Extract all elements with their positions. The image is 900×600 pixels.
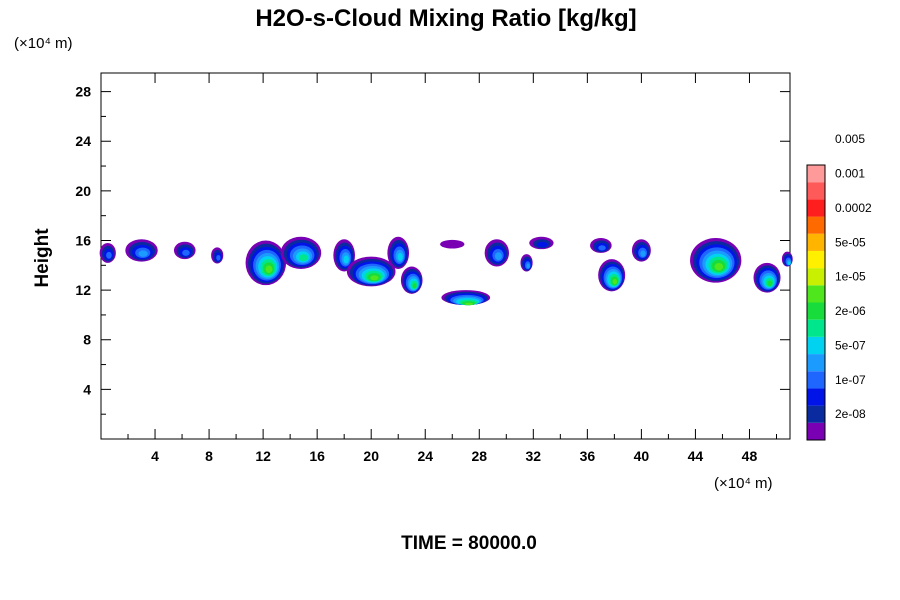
- cloud-field: [99, 236, 793, 306]
- cloud: [173, 241, 196, 260]
- colorbar-swatch: [807, 250, 825, 269]
- footer-time: TIME = 80000.0: [401, 533, 537, 554]
- cloud: [400, 266, 423, 294]
- colorbar-swatch: [807, 182, 825, 200]
- y-tick-label: 4: [83, 381, 91, 397]
- colorbar-swatch: [807, 302, 825, 320]
- y-axis-label: Height: [32, 228, 53, 288]
- colorbar-swatch: [807, 388, 825, 406]
- colorbar-swatch: [807, 422, 825, 440]
- cloud-contour: [598, 245, 606, 251]
- cloud-contour: [412, 283, 417, 289]
- cloud: [346, 256, 396, 287]
- cloud-contour: [182, 249, 190, 256]
- colorbar: 2e-08 1e-07 5e-07 2e-06 1e-05 5e-05 0.0002 0.00…: [806, 132, 872, 441]
- x-tick-label: 44: [688, 448, 704, 464]
- cloud-contour: [714, 263, 724, 271]
- cloud: [631, 239, 651, 262]
- colorbar-label: 0.005: [835, 132, 865, 146]
- cloud: [440, 239, 465, 249]
- cloud-contour: [299, 254, 308, 262]
- cloud-contour: [397, 252, 403, 261]
- y-tick-label: 8: [83, 332, 91, 348]
- cloud-contour: [216, 254, 221, 261]
- colorbar-swatch: [807, 165, 825, 183]
- colorbar-swatch: [807, 336, 825, 355]
- colorbar-label: 0.001: [835, 167, 865, 181]
- colorbar-frame: [806, 164, 826, 441]
- cloud-contour: [494, 252, 502, 260]
- y-tick-label: 16: [75, 232, 91, 248]
- cloud-contour: [464, 302, 474, 306]
- cloud-contour: [265, 265, 273, 273]
- x-tick-label: 40: [634, 448, 650, 464]
- cloud: [211, 247, 224, 264]
- colorbar-swatch: [807, 233, 825, 251]
- cloud: [598, 259, 626, 292]
- cloud-contour: [106, 251, 112, 259]
- cloud: [520, 254, 533, 272]
- x-scale-label: (×10⁴ m): [714, 475, 773, 492]
- cloud: [484, 239, 509, 267]
- cloud: [99, 242, 116, 263]
- colorbar-label: 2e-06: [835, 304, 866, 318]
- x-tick-label: 8: [205, 448, 213, 464]
- cloud-contour: [640, 250, 646, 257]
- cloud-contour: [440, 239, 465, 249]
- cloud-contour: [787, 261, 791, 265]
- y-tick-label: 24: [75, 133, 91, 149]
- cloud: [590, 238, 612, 253]
- cloud-contour: [370, 275, 379, 281]
- x-axis: 4 8 12 16 20 24 28 32 36 40 44 48: [127, 73, 777, 464]
- colorbar-swatch: [807, 371, 825, 389]
- colorbar-label: 1e-05: [835, 270, 866, 284]
- colorbar-swatch: [807, 268, 825, 286]
- x-tick-label: 28: [471, 448, 487, 464]
- cloud: [245, 240, 287, 286]
- cloud-contour: [612, 278, 618, 285]
- colorbar-swatch: [807, 216, 825, 234]
- cloud: [387, 236, 410, 270]
- colorbar-label: 5e-07: [835, 338, 866, 352]
- colorbar-label: 2e-08: [835, 407, 866, 421]
- cloud-contour: [526, 263, 530, 269]
- x-tick-label: 20: [363, 448, 379, 464]
- cloud-contour: [343, 255, 349, 264]
- x-tick-label: 4: [151, 448, 159, 464]
- plot-frame: [100, 72, 791, 440]
- cloud: [781, 251, 793, 267]
- cloud-contour: [138, 250, 148, 257]
- colorbar-label: 1e-07: [835, 373, 866, 387]
- colorbar-label: 0.0002: [835, 201, 872, 215]
- colorbar-swatch: [807, 405, 825, 423]
- y-tick-label: 12: [75, 282, 91, 298]
- y-tick-label: 28: [75, 84, 91, 100]
- cloud: [529, 236, 554, 250]
- y-axis: 4 8 12 16 20 24 28: [75, 84, 790, 415]
- x-tick-label: 16: [309, 448, 325, 464]
- cloud: [280, 236, 322, 270]
- colorbar-swatch: [807, 285, 825, 303]
- cloud: [441, 290, 491, 306]
- x-tick-label: 36: [580, 448, 596, 464]
- y-tick-label: 20: [75, 183, 91, 199]
- colorbar-swatch: [807, 319, 825, 337]
- cloud: [125, 239, 158, 262]
- cloud: [753, 262, 781, 293]
- colorbar-swatch: [807, 199, 825, 217]
- x-tick-label: 48: [742, 448, 758, 464]
- x-tick-label: 12: [255, 448, 271, 464]
- y-scale-label: (×10⁴ m): [14, 35, 73, 52]
- chart-title: H2O-s-Cloud Mixing Ratio [kg/kg]: [255, 5, 636, 32]
- x-tick-label: 32: [526, 448, 542, 464]
- cloud-contour: [767, 280, 773, 287]
- cloud: [333, 239, 355, 272]
- x-tick-label: 24: [417, 448, 433, 464]
- colorbar-swatch: [807, 354, 825, 372]
- colorbar-label: 5e-05: [835, 235, 866, 249]
- cloud-contour: [536, 241, 548, 248]
- cloud: [690, 238, 742, 283]
